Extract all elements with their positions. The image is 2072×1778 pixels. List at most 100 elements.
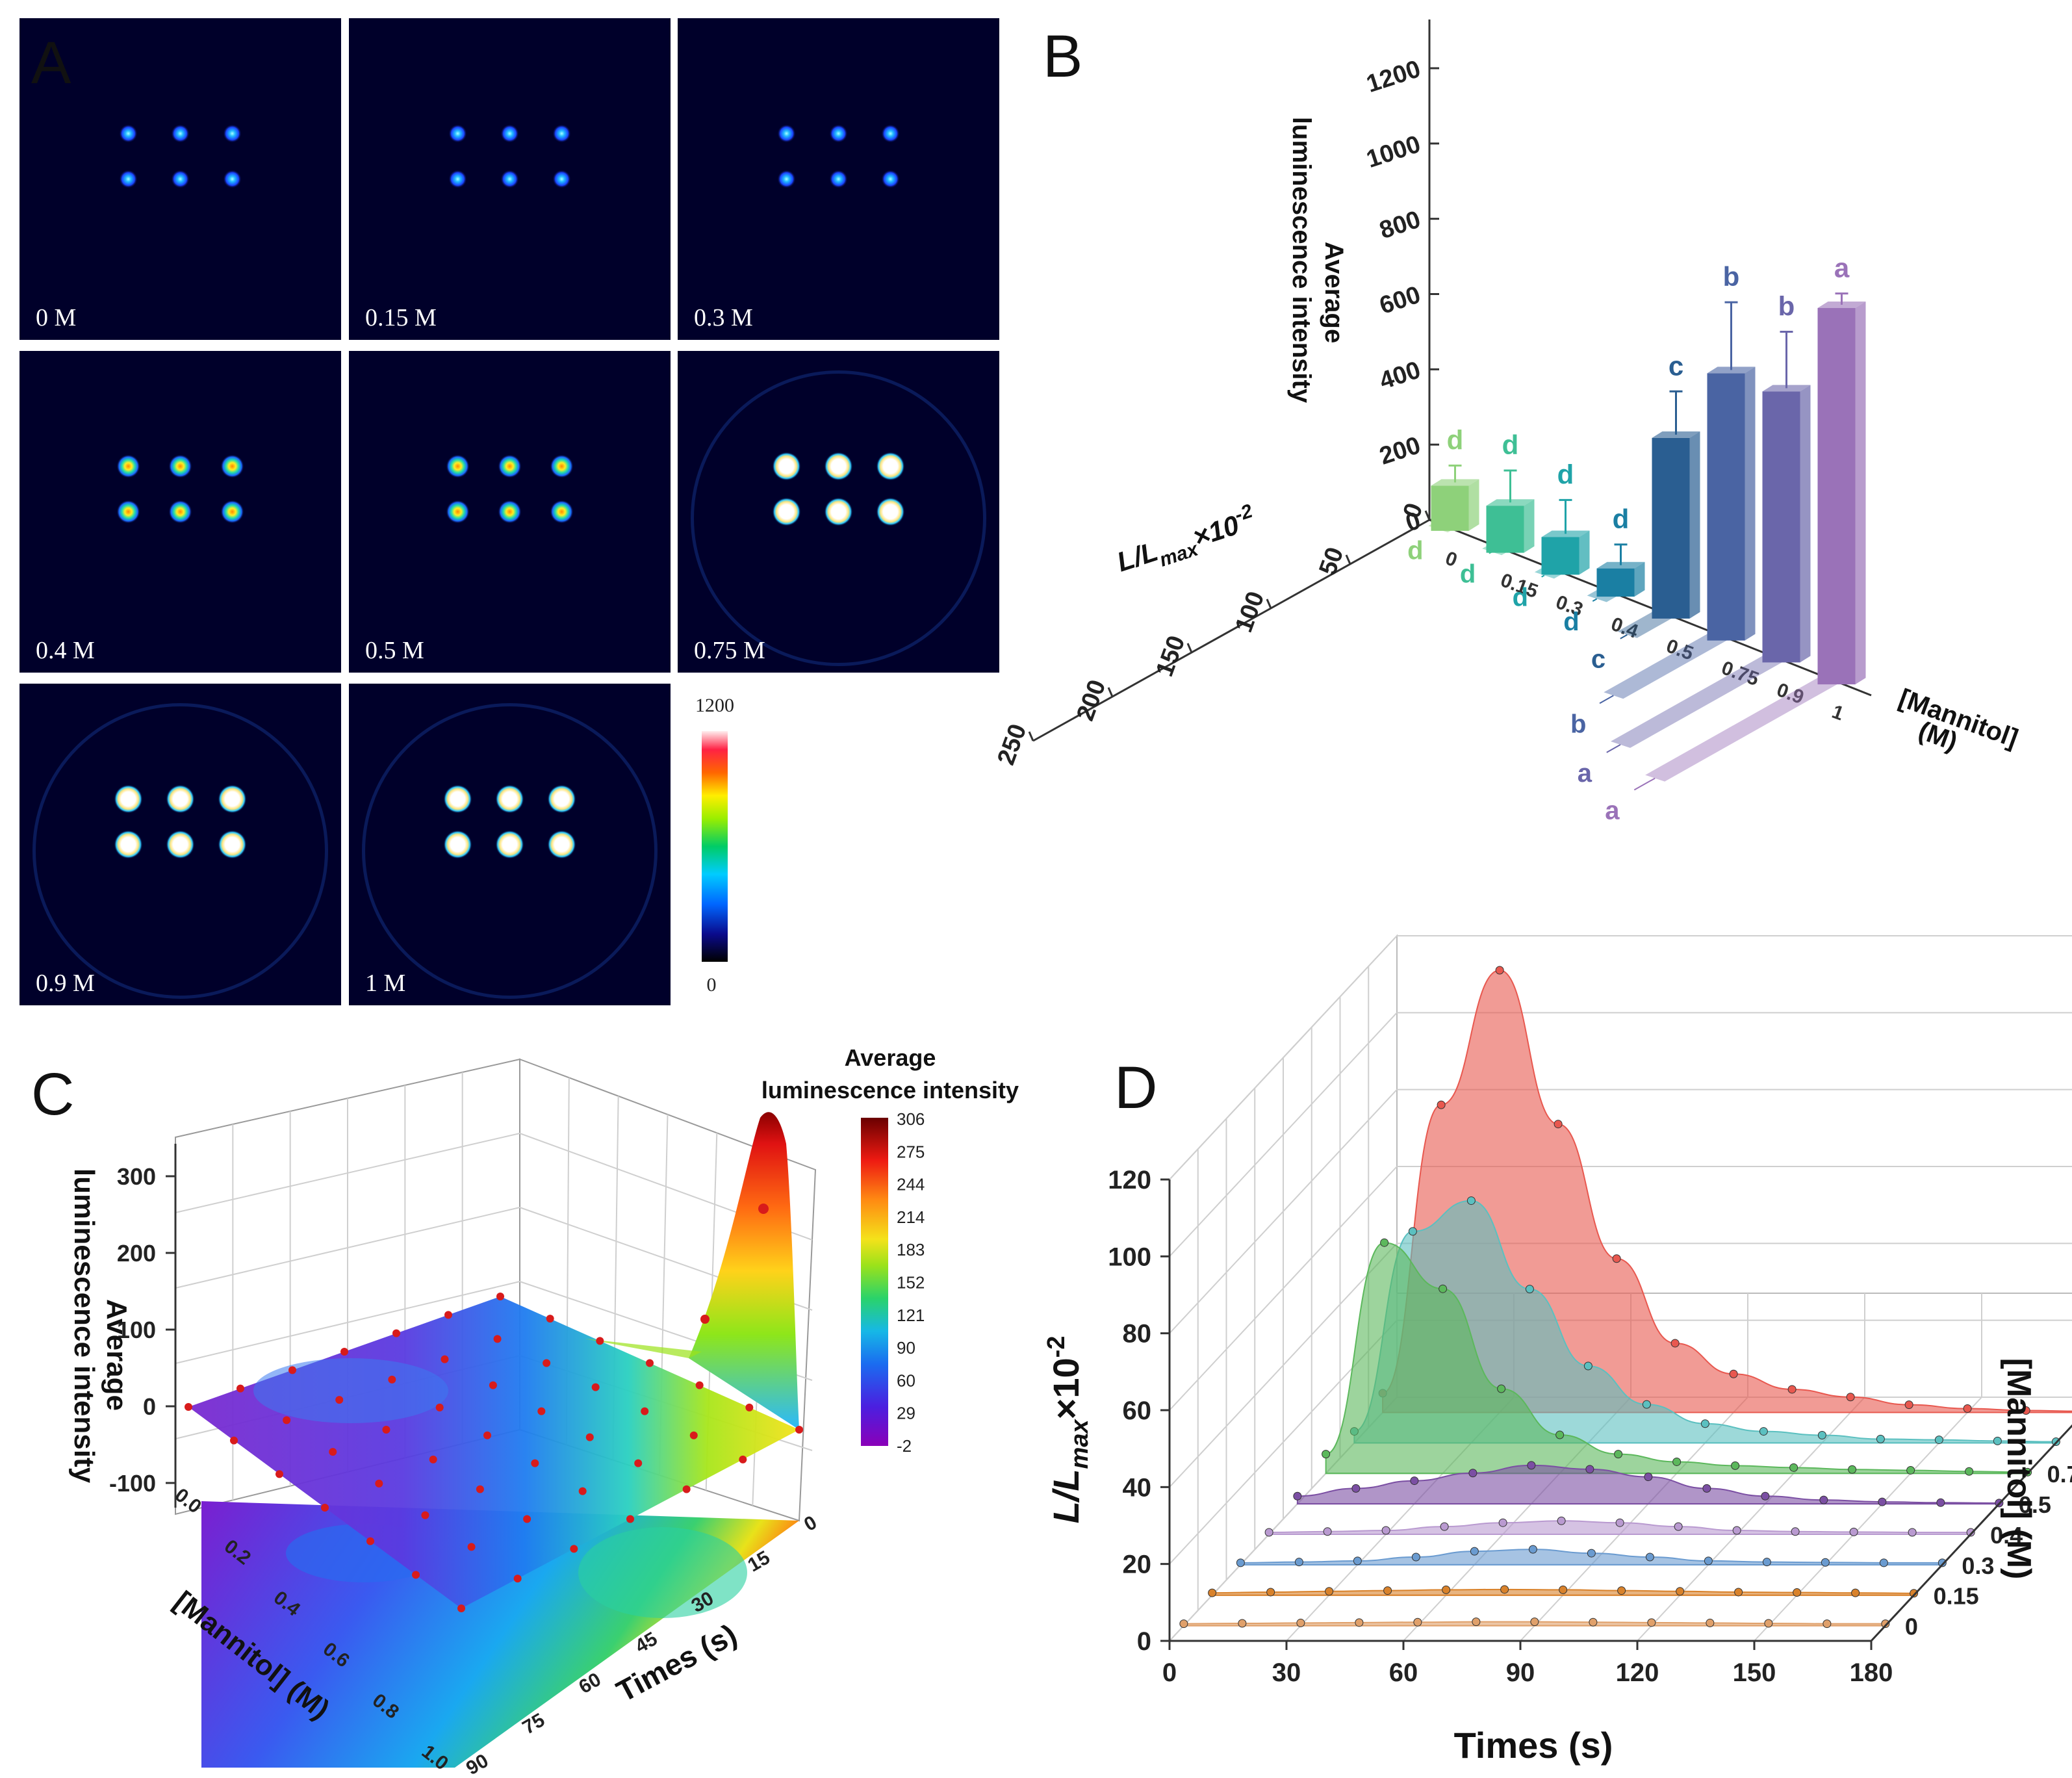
- c-data-points: [185, 1204, 803, 1612]
- c-data-point: [335, 1396, 344, 1404]
- d-data-point: [1848, 1465, 1857, 1474]
- b-z-title-line1: Average: [1320, 242, 1348, 343]
- c-data-point: [626, 1515, 634, 1523]
- d-y-tick-label: 100: [1108, 1243, 1151, 1271]
- b-z-title-line2: luminescence intensity: [1287, 117, 1316, 404]
- b-floor-letter: b: [1570, 710, 1586, 738]
- d-data-point: [1761, 1491, 1770, 1501]
- d-y-tick-label: 120: [1108, 1166, 1151, 1194]
- c-colorbar-title-line2: luminescence intensity: [761, 1077, 1019, 1103]
- d-data-point: [1323, 1527, 1332, 1536]
- b-y-tick-label: 100: [1230, 588, 1270, 636]
- d-y-title-sub: max: [1066, 1419, 1094, 1469]
- d-data-point: [1439, 1284, 1448, 1293]
- luminescence-spot: [448, 170, 467, 188]
- luminescence-spot: [824, 452, 853, 481]
- b-bar: [1431, 485, 1469, 531]
- panel-d: D 10.90.750.50.40.30.150 030609012015018…: [1043, 934, 2072, 1766]
- d-data-point: [1879, 1558, 1888, 1567]
- luminescence-spot: [495, 830, 524, 859]
- c-colorbar-tick-label: 244: [897, 1175, 925, 1194]
- c-data-point: [489, 1381, 497, 1389]
- c-data-point: [441, 1355, 449, 1363]
- b-floor-error: [1592, 598, 1598, 602]
- b-y-tick: [1266, 599, 1272, 609]
- d-data-point: [1878, 1497, 1887, 1506]
- b-bar: [1762, 391, 1800, 663]
- b-y-tick: [1028, 731, 1034, 741]
- d-data-point: [1876, 1434, 1885, 1443]
- c-data-point: [543, 1359, 551, 1367]
- b-bar-letter: b: [1778, 291, 1795, 322]
- b-bar-letter: d: [1613, 504, 1630, 534]
- b-bar-letter: d: [1557, 459, 1574, 489]
- luminescence-spot: [218, 830, 247, 859]
- b-x-title-line1: [Mannitol]: [1895, 684, 2022, 753]
- b-bar-side: [1689, 431, 1700, 619]
- c-z-tick-label: 300: [117, 1163, 156, 1190]
- b-floor-error: [1633, 777, 1656, 791]
- c-colorbar-title-line1: Average: [845, 1044, 936, 1071]
- luminescence-spot: [777, 124, 796, 143]
- c-colorbar-tick-label: 29: [897, 1404, 915, 1423]
- d-data-point: [1500, 1585, 1509, 1594]
- d-data-point: [1676, 1587, 1685, 1596]
- d-data-point: [1525, 1285, 1534, 1294]
- d-data-point: [1672, 1457, 1682, 1466]
- d-series: 10.90.750.50.40.30.150: [1179, 966, 2072, 1640]
- c-data-point: [682, 1485, 691, 1493]
- d-data-point: [1351, 1484, 1361, 1493]
- c-data-point: [739, 1455, 747, 1463]
- c-grid-line: [175, 1281, 520, 1364]
- panel-a-label: A: [31, 30, 71, 96]
- d-x-tick-label: 30: [1272, 1658, 1301, 1687]
- luminescence-image: 0 M: [19, 18, 341, 340]
- d-z-axis: [1870, 1424, 2072, 1642]
- luminescence-spot: [547, 830, 576, 859]
- b-bar: [1486, 506, 1524, 553]
- b-floor-error: [1620, 634, 1628, 639]
- d-data-point: [1383, 1586, 1392, 1595]
- luminescence-spot: [829, 170, 848, 188]
- luminescence-spot: [829, 124, 848, 143]
- b-y-tick-label: 200: [1071, 676, 1111, 725]
- d-data-point: [1791, 1527, 1800, 1536]
- c-data-point: [523, 1515, 531, 1523]
- b-floor-letter: d: [1407, 536, 1423, 565]
- c-data-point: [745, 1403, 754, 1411]
- d-data-point: [1615, 1518, 1624, 1527]
- c-data-point-peak: [758, 1204, 769, 1214]
- d-data-point: [1554, 1120, 1563, 1129]
- c-colorbar-tick-label: 306: [897, 1109, 925, 1129]
- c-colorbar-tick-label: -2: [897, 1436, 912, 1456]
- d-data-point: [1527, 1461, 1536, 1470]
- luminescence-spot: [223, 170, 242, 188]
- c-data-point: [375, 1479, 383, 1488]
- luminescence-spot: [881, 170, 900, 188]
- luminescence-spot: [223, 124, 242, 143]
- d-data-point: [1296, 1618, 1305, 1627]
- d-data-point: [1819, 1495, 1828, 1504]
- b-bar-side: [1745, 367, 1756, 641]
- panel-b-label: B: [1043, 23, 1082, 90]
- d-data-point: [1849, 1527, 1858, 1536]
- luminescence-spot: [443, 784, 472, 814]
- d-data-point: [1585, 1465, 1594, 1474]
- c-data-point: [695, 1381, 704, 1389]
- b-bar: [1652, 437, 1690, 619]
- b-z-tick-label: 200: [1376, 432, 1424, 470]
- b-y-tick: [1107, 687, 1114, 697]
- d-x-title: Times (s): [1454, 1725, 1613, 1766]
- d-z-tick-label: 0.4: [1990, 1522, 2023, 1549]
- d-data-point: [1440, 1522, 1449, 1531]
- d-data-point: [1612, 1254, 1621, 1263]
- c-data-point: [689, 1431, 698, 1439]
- d-data-point: [1700, 1419, 1709, 1428]
- b-floor-bar: [1645, 678, 1837, 782]
- d-data-point: [1355, 1618, 1364, 1627]
- d-data-point: [1934, 1436, 1943, 1445]
- d-data-point: [1294, 1558, 1303, 1567]
- d-data-point: [1557, 1516, 1566, 1525]
- d-data-point: [1645, 1553, 1654, 1562]
- panel-d-label: D: [1114, 1055, 1157, 1121]
